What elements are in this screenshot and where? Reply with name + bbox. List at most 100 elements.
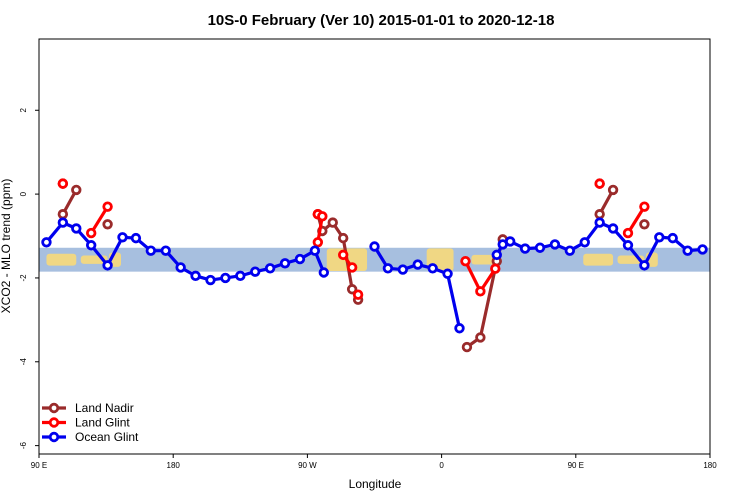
legend-marker [48, 402, 60, 414]
data-point [369, 241, 380, 252]
data-point [594, 217, 605, 228]
data-point [102, 260, 113, 271]
x-axis-label: Longitude [349, 477, 402, 491]
data-point [427, 263, 438, 274]
data-point [654, 232, 665, 243]
y-axis: 2 0 -2 -4 -6 [19, 107, 39, 449]
data-point [639, 201, 650, 212]
data-point [564, 245, 576, 256]
data-point [461, 341, 473, 353]
data-point [346, 262, 358, 273]
plot-area [39, 178, 710, 353]
data-point [607, 184, 619, 196]
y-tick-label: 0 [19, 191, 28, 196]
data-point [57, 209, 69, 220]
data-point [412, 259, 423, 270]
data-point [337, 249, 349, 261]
data-point [491, 249, 502, 261]
legend-label: Land Nadir [75, 401, 134, 415]
data-point [175, 262, 186, 273]
data-point [235, 270, 246, 282]
data-point [594, 178, 605, 189]
data-point [460, 255, 471, 267]
data-point [442, 268, 453, 279]
legend-label: Land Glint [75, 416, 130, 430]
data-point [622, 227, 634, 239]
data-point [312, 237, 324, 248]
data-point [294, 253, 306, 265]
data-point [71, 184, 82, 196]
y-tick-label: 2 [19, 107, 28, 112]
data-point [352, 289, 364, 300]
x-tick-label: 180 [167, 461, 181, 470]
data-point [622, 240, 634, 251]
data-point [102, 201, 113, 212]
data-point [327, 217, 338, 228]
y-tick-label: -4 [19, 358, 28, 366]
data-point [397, 264, 409, 275]
data-point [579, 237, 590, 248]
data-point [160, 245, 171, 256]
series-layer [41, 178, 708, 353]
x-tick-label: 180 [703, 461, 717, 470]
data-point [279, 258, 291, 269]
data-point [317, 211, 328, 222]
data-point [639, 260, 650, 271]
data-point [190, 270, 201, 282]
data-point [71, 223, 82, 234]
data-point [85, 227, 97, 239]
data-point [85, 240, 97, 251]
data-point [454, 323, 465, 334]
data-point [130, 232, 142, 244]
data-point [318, 267, 330, 278]
data-point [490, 263, 501, 274]
x-tick-label: 0 [439, 461, 444, 470]
x-axis: 90 E 180 90 W 0 90 E 180 [31, 454, 717, 470]
data-point [57, 217, 69, 228]
x-tick-label: 90 E [568, 461, 584, 470]
data-point [102, 219, 113, 230]
data-point [220, 272, 231, 284]
legend-label: Ocean Glint [75, 430, 139, 444]
x-tick-label: 90 E [31, 461, 47, 470]
series-line [495, 221, 703, 267]
data-point [41, 237, 52, 248]
legend-marker [48, 417, 60, 428]
plot-frame [38, 38, 711, 455]
land-patch [583, 253, 614, 266]
legend-marker [48, 431, 60, 443]
data-point [57, 178, 69, 189]
data-point [382, 263, 394, 274]
y-tick-label: -6 [19, 442, 28, 450]
data-point [250, 266, 261, 277]
y-axis-label: XCO2 - MLO trend (ppm) [0, 179, 13, 314]
data-point [607, 223, 619, 234]
data-point [697, 244, 708, 255]
series-ocean-glint [41, 217, 708, 334]
data-point [346, 284, 358, 295]
x-tick-label: 90 W [298, 461, 317, 470]
data-point [264, 263, 276, 274]
band-rect [39, 247, 710, 272]
data-point [337, 232, 349, 244]
chart-title: 10S-0 February (Ver 10) 2015-01-01 to 20… [208, 12, 555, 29]
data-point [117, 232, 128, 243]
data-point [475, 286, 486, 297]
data-point [639, 219, 650, 230]
land-patch [46, 253, 77, 266]
data-point [205, 274, 216, 286]
y-tick-label: -2 [19, 274, 28, 282]
data-point [594, 209, 605, 220]
data-point [549, 239, 561, 250]
data-point [504, 236, 516, 247]
data-point [667, 232, 678, 244]
series-land-glint [57, 178, 650, 300]
data-point [519, 243, 531, 254]
land-band [39, 247, 710, 272]
data-point [309, 245, 321, 256]
data-point [682, 245, 693, 256]
data-point [145, 245, 157, 256]
data-point [475, 332, 486, 343]
